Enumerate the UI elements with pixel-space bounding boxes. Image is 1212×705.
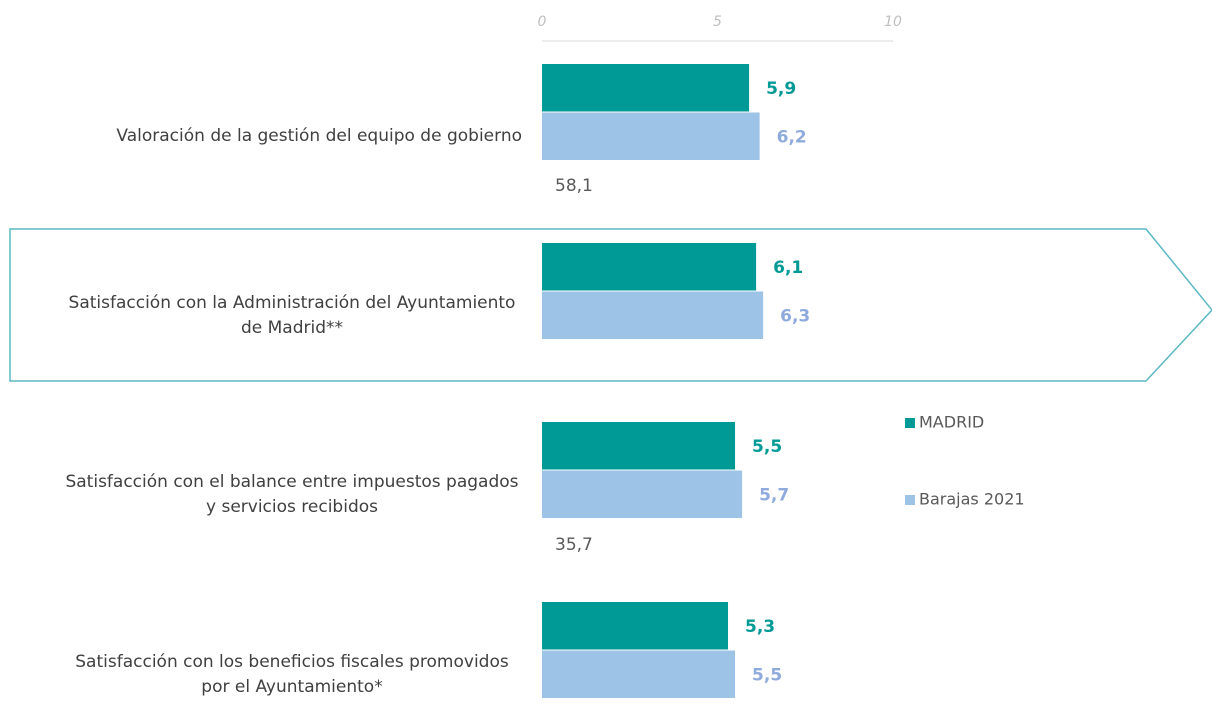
legend-marker: [905, 418, 915, 428]
category-label: Satisfacción con el balance entre impues…: [65, 471, 519, 517]
category-label: Satisfacción con la Administración del A…: [68, 292, 516, 338]
value-label: 6,2: [777, 127, 807, 147]
category-label-box: Satisfacción con el balance entre impues…: [42, 465, 522, 525]
value-label: 5,7: [759, 485, 789, 505]
highlight-box: [9, 228, 1212, 382]
bar: [542, 470, 743, 518]
annotation: 35,7: [555, 535, 593, 555]
category-label-box: Satisfacción con los beneficios fiscales…: [42, 645, 522, 705]
category-label-box: Satisfacción con la Administración del A…: [42, 286, 522, 346]
legend-marker: [905, 495, 915, 505]
x-tick-label: 10: [884, 14, 902, 30]
category-label: Valoración de la gestión del equipo de g…: [116, 126, 522, 146]
bar: [542, 602, 729, 650]
bar: [542, 422, 736, 470]
value-label: 6,3: [780, 306, 810, 326]
bar: [542, 291, 764, 339]
value-label: 5,5: [752, 437, 782, 457]
x-tick-label: 5: [713, 14, 722, 30]
category-label: Satisfacción con los beneficios fiscales…: [75, 651, 509, 697]
x-tick-label: 0: [538, 14, 547, 30]
value-label: 5,5: [752, 665, 782, 685]
legend-label: MADRID: [919, 413, 984, 432]
value-label: 6,1: [773, 258, 803, 278]
bar: [542, 650, 736, 698]
bar: [542, 112, 760, 160]
value-label: 5,3: [745, 617, 775, 637]
bar: [542, 243, 757, 291]
bar: [542, 64, 750, 112]
value-label: 5,9: [766, 79, 796, 99]
category-label-box: Valoración de la gestión del equipo de g…: [42, 107, 522, 167]
legend-label: Barajas 2021: [919, 490, 1025, 509]
annotation: 58,1: [555, 176, 593, 196]
